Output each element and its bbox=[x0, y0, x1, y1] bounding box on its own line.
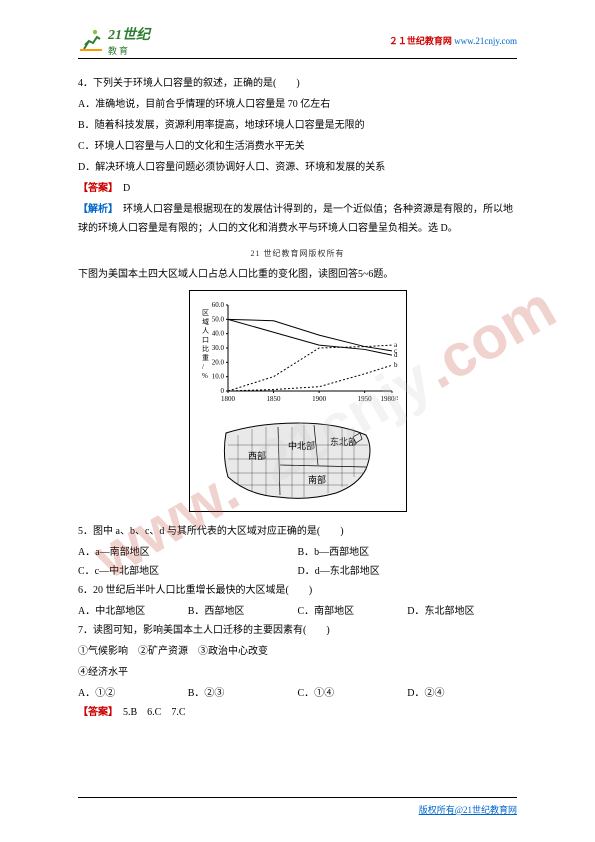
analysis-label: 【解析】 bbox=[78, 204, 113, 215]
svg-text:重: 重 bbox=[202, 354, 209, 362]
inline-watermark: 21 世纪教育网版权所有 bbox=[78, 248, 517, 259]
svg-text:人: 人 bbox=[202, 327, 209, 335]
svg-text:区: 区 bbox=[202, 309, 209, 317]
answer-text-567: 5.B 6.C 7.C bbox=[113, 707, 186, 718]
q7-optA: A．①② bbox=[78, 684, 188, 703]
svg-text:口: 口 bbox=[202, 336, 209, 344]
q7-stem2b: ④经济水平 bbox=[78, 663, 517, 682]
q4-optA: A．准确地说，目前合乎情理的环境人口容量是 70 亿左右 bbox=[78, 95, 517, 114]
usa-map: 西部 中北部 东北部 南部 bbox=[218, 415, 378, 505]
q7-optC: C．①④ bbox=[298, 684, 408, 703]
svg-text:50.0: 50.0 bbox=[211, 315, 224, 323]
q7-stem: 7．读图可知，影响美国本土人口迁移的主要因素有( ) bbox=[78, 621, 517, 640]
map-label-midnorth: 中北部 bbox=[288, 440, 315, 451]
q7-optD: D．②④ bbox=[407, 684, 517, 703]
map-label-west: 西部 bbox=[248, 450, 266, 461]
answer-label: 【答案】 bbox=[78, 183, 113, 194]
population-chart: 0 10.0 20.0 30.0 40.0 50.0 60.0 1800 1850 1900 195… bbox=[198, 299, 398, 409]
q4-optC: C．环境人口容量与人口的文化和生活消费水平无关 bbox=[78, 137, 517, 156]
q6-optB: B．西部地区 bbox=[188, 602, 298, 621]
q6-optC: C．南部地区 bbox=[298, 602, 408, 621]
q4-stem: 4．下列关于环境人口容量的叙述，正确的是( ) bbox=[78, 74, 517, 93]
fig-intro: 下图为美国本土四大区域人口占总人口比重的变化图，读图回答5~6题。 bbox=[78, 265, 517, 284]
q7-options: A．①② B．②③ C．①④ D．②④ bbox=[78, 684, 517, 703]
q5-options-2: C．c—中北部地区 D．d—东北部地区 bbox=[78, 562, 517, 581]
map-label-south: 南部 bbox=[308, 474, 326, 485]
svg-text:1800: 1800 bbox=[221, 395, 236, 403]
svg-text:1980/年: 1980/年 bbox=[380, 394, 397, 403]
q6-optD: D．东北部地区 bbox=[407, 602, 517, 621]
svg-text:60.0: 60.0 bbox=[211, 301, 224, 309]
svg-text:比: 比 bbox=[202, 344, 209, 353]
q7-optB: B．②③ bbox=[188, 684, 298, 703]
logo-sub-text: 教育 bbox=[108, 44, 150, 57]
svg-text:b: b bbox=[394, 361, 398, 369]
svg-text:%: % bbox=[202, 372, 208, 380]
q5-optD: D．d—东北部地区 bbox=[298, 562, 518, 581]
q6-options: A．中北部地区 B．西部地区 C．南部地区 D．东北部地区 bbox=[78, 602, 517, 621]
header-divider bbox=[78, 58, 517, 59]
page-content: 4．下列关于环境人口容量的叙述，正确的是( ) A．准确地说，目前合乎情理的环境… bbox=[78, 74, 517, 724]
answer-label-567: 【答案】 bbox=[78, 707, 113, 718]
svg-text:d: d bbox=[394, 351, 398, 359]
q4-optD: D．解决环境人口容量问题必须协调好人口、资源、环境和发展的关系 bbox=[78, 158, 517, 177]
svg-text:/: / bbox=[202, 363, 204, 371]
q4-analysis: 【解析】 环境人口容量是根据现在的发展估计得到的，是一个近似值；各种资源是有限的… bbox=[78, 200, 517, 238]
footer-copyright[interactable]: 版权所有@21世纪教育网 bbox=[419, 803, 517, 816]
q7-stem2a: ①气候影响 ②矿产资源 ③政治中心改变 bbox=[78, 642, 517, 661]
site-label: ２１世纪教育网 bbox=[389, 36, 452, 46]
analysis-text: 环境人口容量是根据现在的发展估计得到的，是一个近似值；各种资源是有限的，所以地球… bbox=[78, 204, 513, 234]
svg-text:1900: 1900 bbox=[312, 395, 327, 403]
svg-text:1850: 1850 bbox=[266, 395, 281, 403]
svg-text:10.0: 10.0 bbox=[211, 373, 224, 381]
q5-optA: A．a—南部地区 bbox=[78, 543, 298, 562]
svg-text:30.0: 30.0 bbox=[211, 344, 224, 352]
q6-optA: A．中北部地区 bbox=[78, 602, 188, 621]
svg-text:20.0: 20.0 bbox=[211, 358, 224, 366]
logo: 21世纪 教育 bbox=[78, 24, 150, 57]
q4-answer: 【答案】 D bbox=[78, 179, 517, 198]
figure-box: 0 10.0 20.0 30.0 40.0 50.0 60.0 1800 1850 1900 195… bbox=[189, 290, 407, 512]
q6-stem: 6．20 世纪后半叶人口比重增长最快的大区域是( ) bbox=[78, 581, 517, 600]
svg-text:a: a bbox=[394, 341, 398, 349]
site-link[interactable]: ２１世纪教育网 www.21cnjy.com bbox=[389, 34, 517, 47]
q5-optC: C．c—中北部地区 bbox=[78, 562, 298, 581]
svg-text:1950: 1950 bbox=[357, 395, 372, 403]
logo-main-text: 21世纪 bbox=[108, 24, 150, 44]
page-header: 21世纪 教育 ２１世纪教育网 www.21cnjy.com bbox=[78, 22, 517, 58]
site-url: www.21cnjy.com bbox=[454, 36, 517, 46]
svg-text:0: 0 bbox=[220, 387, 224, 395]
q4-optB: B．随着科技发展，资源利用率提高，地球环境人口容量是无限的 bbox=[78, 116, 517, 135]
q5-options: A．a—南部地区 B．b—西部地区 bbox=[78, 543, 517, 562]
answers-567: 【答案】 5.B 6.C 7.C bbox=[78, 703, 517, 722]
q5-stem: 5．图中 a、b、c、d 与其所代表的大区域对应正确的是( ) bbox=[78, 522, 517, 541]
runner-icon bbox=[78, 27, 104, 53]
svg-text:40.0: 40.0 bbox=[211, 330, 224, 338]
svg-text:域: 域 bbox=[202, 317, 209, 326]
footer-divider bbox=[78, 797, 517, 798]
answer-text: D bbox=[113, 183, 130, 194]
q5-optB: B．b—西部地区 bbox=[298, 543, 518, 562]
